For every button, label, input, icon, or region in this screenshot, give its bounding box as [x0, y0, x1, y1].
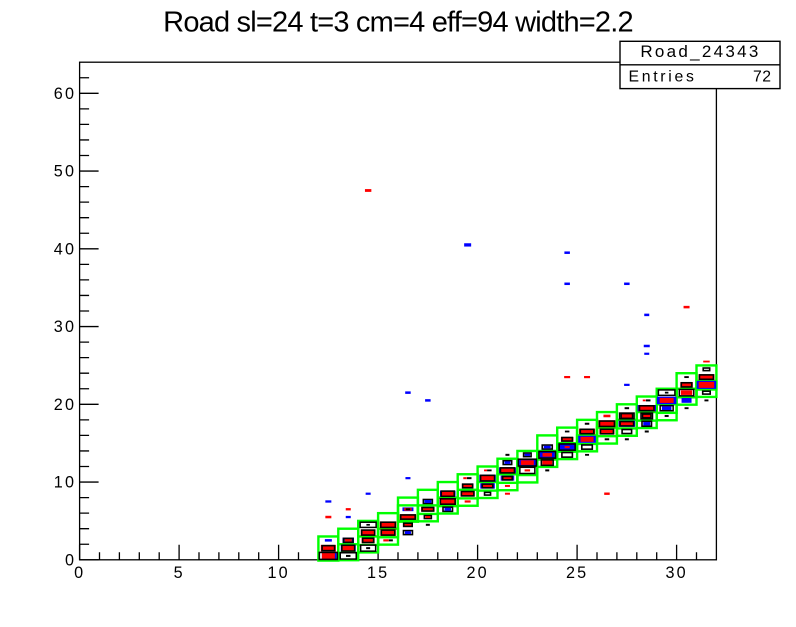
svg-text:60: 60	[54, 85, 76, 103]
svg-text:72: 72	[753, 69, 772, 86]
svg-text:40: 40	[54, 240, 76, 258]
svg-text:20: 20	[54, 396, 76, 414]
svg-text:5: 5	[174, 564, 183, 582]
svg-text:0: 0	[65, 551, 74, 569]
svg-text:30: 30	[54, 318, 76, 336]
svg-text:0: 0	[74, 564, 83, 582]
svg-text:10: 10	[267, 564, 289, 582]
svg-text:Road sl=24 t=3 cm=4 eff=94 wid: Road sl=24 t=3 cm=4 eff=94 width=2.2	[163, 7, 633, 39]
svg-text:20: 20	[466, 564, 488, 582]
svg-text:50: 50	[54, 163, 76, 181]
svg-text:15: 15	[367, 564, 389, 582]
svg-text:Entries: Entries	[629, 69, 697, 86]
svg-text:25: 25	[566, 564, 588, 582]
svg-text:Road_24343: Road_24343	[640, 42, 760, 61]
svg-text:10: 10	[54, 474, 76, 492]
svg-text:30: 30	[665, 564, 687, 582]
